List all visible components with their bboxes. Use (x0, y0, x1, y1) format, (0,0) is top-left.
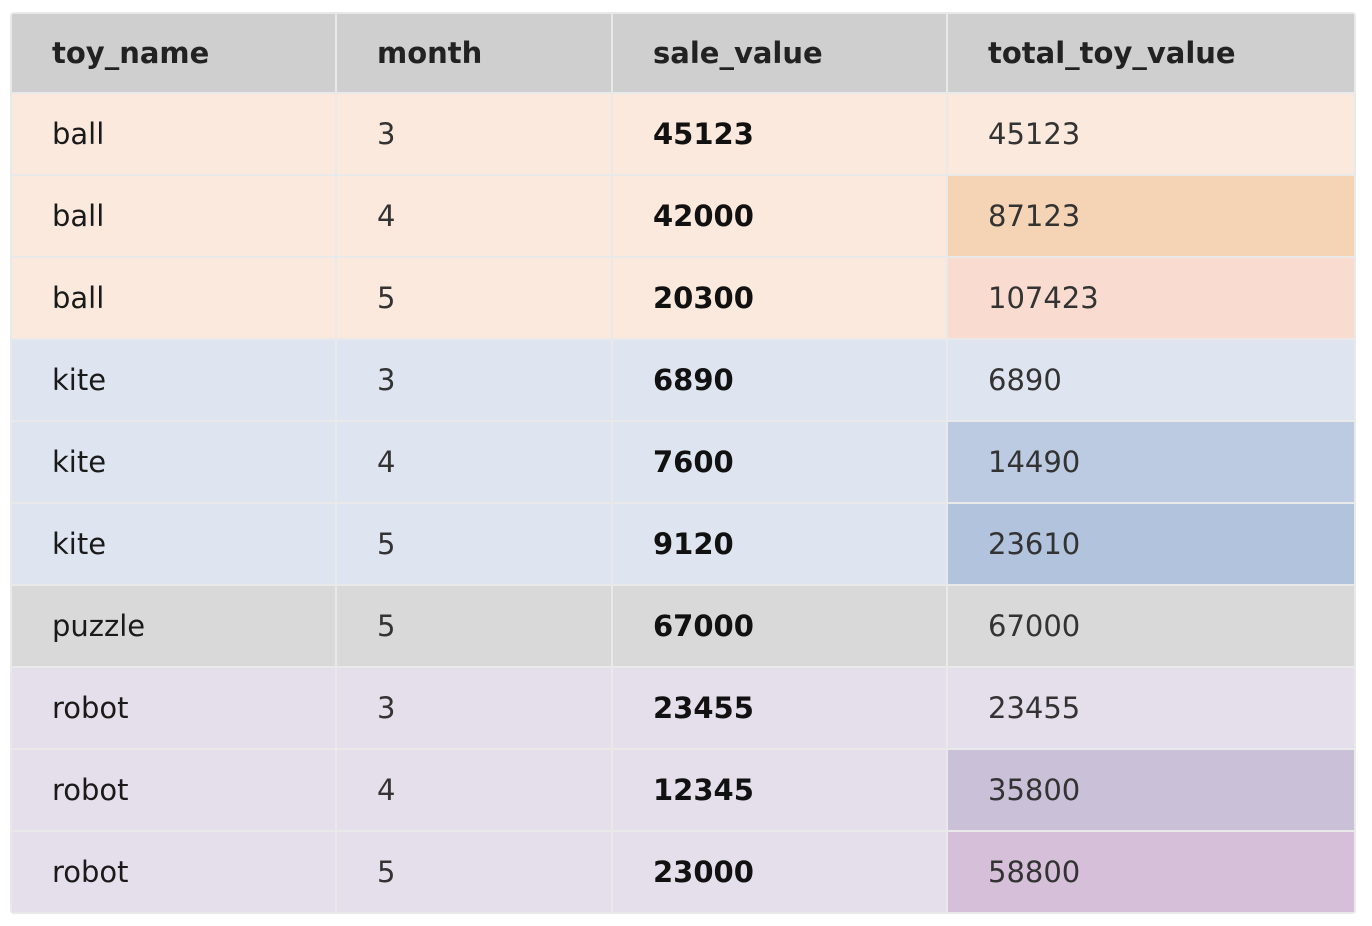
cell-sale-value: 45123 (613, 94, 946, 174)
cell-month: 3 (337, 94, 611, 174)
cell-toy-name: robot (12, 668, 335, 748)
table-row: ball 5 20300 107423 (12, 258, 1354, 338)
cell-month: 5 (337, 832, 611, 912)
cell-toy-name: robot (12, 832, 335, 912)
cell-sale-value: 9120 (613, 504, 946, 584)
cell-sale-value: 42000 (613, 176, 946, 256)
table-row: ball 3 45123 45123 (12, 94, 1354, 174)
cell-toy-name: kite (12, 340, 335, 420)
table-header-row: toy_name month sale_value total_toy_valu… (12, 14, 1354, 92)
cell-month: 5 (337, 258, 611, 338)
cell-total-toy-value: 35800 (948, 750, 1354, 830)
cell-total-toy-value: 107423 (948, 258, 1354, 338)
cell-sale-value: 67000 (613, 586, 946, 666)
cell-toy-name: ball (12, 176, 335, 256)
cell-total-toy-value: 45123 (948, 94, 1354, 174)
toy-sales-table: toy_name month sale_value total_toy_valu… (10, 12, 1356, 914)
cell-month: 4 (337, 422, 611, 502)
column-header-month[interactable]: month (337, 14, 611, 92)
cell-total-toy-value: 14490 (948, 422, 1354, 502)
cell-month: 3 (337, 668, 611, 748)
cell-month: 5 (337, 504, 611, 584)
data-table-container: toy_name month sale_value total_toy_valu… (10, 12, 1356, 914)
cell-sale-value: 23455 (613, 668, 946, 748)
cell-month: 5 (337, 586, 611, 666)
cell-total-toy-value: 87123 (948, 176, 1354, 256)
cell-sale-value: 6890 (613, 340, 946, 420)
cell-toy-name: kite (12, 422, 335, 502)
table-row: puzzle 5 67000 67000 (12, 586, 1354, 666)
cell-total-toy-value: 67000 (948, 586, 1354, 666)
cell-sale-value: 23000 (613, 832, 946, 912)
table-row: robot 5 23000 58800 (12, 832, 1354, 912)
cell-sale-value: 20300 (613, 258, 946, 338)
table-row: robot 4 12345 35800 (12, 750, 1354, 830)
column-header-total-toy-value[interactable]: total_toy_value (948, 14, 1354, 92)
cell-month: 3 (337, 340, 611, 420)
cell-sale-value: 12345 (613, 750, 946, 830)
cell-toy-name: robot (12, 750, 335, 830)
table-body: ball 3 45123 45123 ball 4 42000 87123 ba… (12, 94, 1354, 912)
cell-total-toy-value: 6890 (948, 340, 1354, 420)
table-row: kite 5 9120 23610 (12, 504, 1354, 584)
column-header-toy-name[interactable]: toy_name (12, 14, 335, 92)
cell-total-toy-value: 23610 (948, 504, 1354, 584)
cell-toy-name: kite (12, 504, 335, 584)
cell-month: 4 (337, 176, 611, 256)
cell-toy-name: ball (12, 94, 335, 174)
table-row: kite 4 7600 14490 (12, 422, 1354, 502)
cell-total-toy-value: 23455 (948, 668, 1354, 748)
cell-toy-name: ball (12, 258, 335, 338)
column-header-sale-value[interactable]: sale_value (613, 14, 946, 92)
table-row: ball 4 42000 87123 (12, 176, 1354, 256)
cell-month: 4 (337, 750, 611, 830)
cell-total-toy-value: 58800 (948, 832, 1354, 912)
table-row: kite 3 6890 6890 (12, 340, 1354, 420)
table-row: robot 3 23455 23455 (12, 668, 1354, 748)
cell-sale-value: 7600 (613, 422, 946, 502)
cell-toy-name: puzzle (12, 586, 335, 666)
